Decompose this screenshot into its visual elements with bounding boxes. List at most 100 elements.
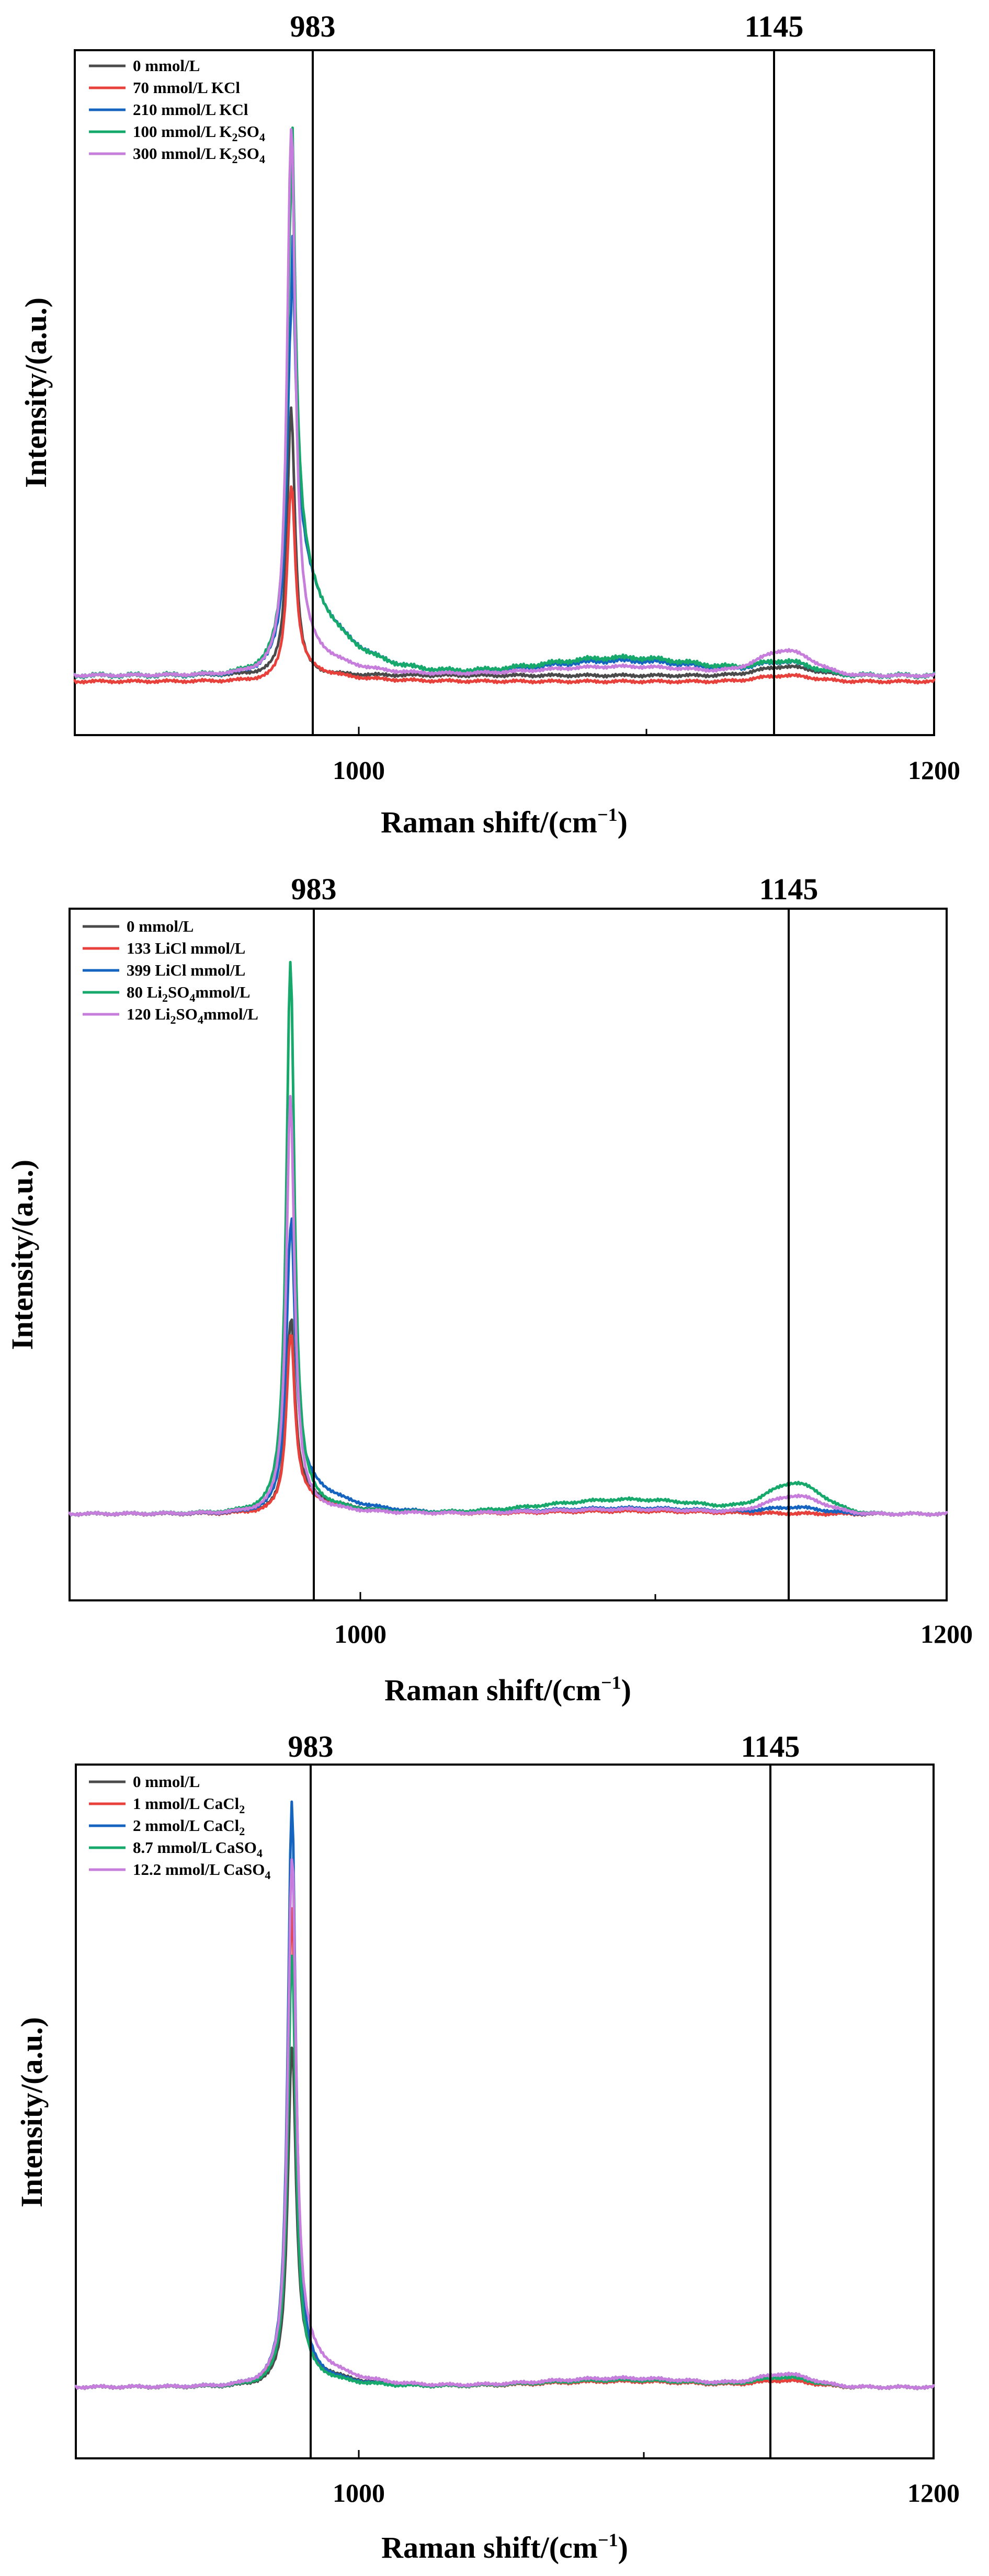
- series-line-1-2: [73, 485, 936, 685]
- legend-label-2-4: 80 Li2SO4mmol/L: [127, 983, 250, 1004]
- y-axis-title-2: Intensity/(a.u.): [5, 1160, 39, 1350]
- legend-label-part-1-4-1: 100 mmol/L K: [133, 122, 232, 141]
- legend-label-1-3: 210 mmol/L KCl: [133, 100, 248, 119]
- y-axis-title-3: Intensity/(a.u.): [15, 2017, 49, 2207]
- x-axis-title-3: Raman shift/(cm−1): [381, 2529, 628, 2564]
- x-tick-label-1200-2: 1200: [920, 1619, 973, 1648]
- x-axis-title-suffix-3: ): [618, 2531, 628, 2564]
- legend-label-part-2-5-5: mmol/L: [203, 1005, 258, 1023]
- reference-label-1145-1: 1145: [745, 9, 804, 43]
- legend-label-part-2-4-3: SO: [168, 983, 189, 1001]
- series-line-2-4: [68, 960, 948, 1517]
- legend-label-1-5: 300 mmol/L K2SO4: [133, 144, 265, 166]
- reference-label-1145-2: 1145: [759, 872, 819, 906]
- legend-label-1-1: 0 mmol/L: [133, 56, 200, 75]
- reference-label-983-3: 983: [288, 1730, 334, 1764]
- legend-label-part-3-2-1: 1 mmol/L CaCl: [133, 1794, 240, 1813]
- legend-label-part-2-5-1: 120 Li: [127, 1005, 170, 1023]
- series-group-3: [74, 1800, 935, 2390]
- y-axis-title-1: Intensity/(a.u.): [19, 297, 53, 488]
- x-axis-title-suffix-1: ): [618, 805, 628, 839]
- legend-label-3-5: 12.2 mmol/L CaSO4: [133, 1860, 270, 1882]
- x-axis-title-text-1: Raman shift/(cm: [381, 805, 597, 839]
- legend-label-part-2-5-2: 2: [170, 1013, 176, 1026]
- series-line-3-2: [74, 1907, 935, 2390]
- reference-label-983-1: 983: [290, 9, 336, 43]
- series-line-3-1: [74, 2046, 935, 2390]
- legend-label-part-2-5-3: SO: [176, 1005, 198, 1023]
- legend-label-part-3-1-1: 0 mmol/L: [133, 1772, 200, 1791]
- legend-label-part-2-3-1: 399 LiCl mmol/L: [127, 961, 245, 979]
- series-line-2-5: [68, 1095, 948, 1517]
- chart-panel-1: 983 1145 1000 1200 Raman shift/(cm−1) In…: [19, 9, 960, 839]
- legend-label-part-2-4-2: 2: [162, 991, 168, 1004]
- x-tick-label-1000-1: 1000: [333, 755, 385, 785]
- x-tick-label-1000-2: 1000: [334, 1619, 386, 1648]
- legend-label-3-3: 2 mmol/L CaCl2: [133, 1816, 245, 1838]
- legend-label-part-3-4-2: 4: [257, 1847, 263, 1860]
- series-group-2: [68, 960, 948, 1517]
- series-line-3-5: [74, 1858, 935, 2390]
- reference-label-1145-3: 1145: [741, 1730, 800, 1764]
- series-line-2-3: [68, 1217, 948, 1517]
- legend-label-2-5: 120 Li2SO4mmol/L: [127, 1005, 258, 1026]
- x-axis-title-2: Raman shift/(cm−1): [384, 1672, 631, 1707]
- plot-frame-2: [69, 908, 948, 1601]
- legend-label-2-2: 133 LiCl mmol/L: [127, 939, 245, 957]
- x-tick-label-1200-1: 1200: [908, 755, 960, 785]
- x-axis-title-text-3: Raman shift/(cm: [381, 2531, 598, 2564]
- legend-label-part-3-5-2: 4: [265, 1869, 270, 1882]
- plot-frame-3: [75, 1764, 935, 2459]
- legend-label-3-2: 1 mmol/L CaCl2: [133, 1794, 245, 1816]
- series-line-3-4: [74, 1954, 935, 2390]
- legend-label-3-4: 8.7 mmol/L CaSO4: [133, 1838, 263, 1860]
- x-axis-title-exponent-2: −1: [601, 1672, 621, 1693]
- legend-label-part-2-1-1: 0 mmol/L: [127, 917, 194, 935]
- legend-label-2-3: 399 LiCl mmol/L: [127, 961, 245, 979]
- legend-label-part-3-3-1: 2 mmol/L CaCl: [133, 1816, 240, 1835]
- legend-label-1-4: 100 mmol/L K2SO4: [133, 122, 265, 144]
- series-line-1-1: [73, 406, 936, 679]
- legend-2: 0 mmol/L 133 LiCl mmol/L 399 LiCl mmol/L 80…: [83, 917, 258, 1026]
- x-tick-label-1000-3: 1000: [333, 2478, 385, 2508]
- legend-label-1-2: 70 mmol/L KCl: [133, 78, 240, 97]
- legend-label-part-1-4-3: SO: [237, 122, 259, 141]
- plot-frame-1: [74, 49, 935, 736]
- legend-1: 0 mmol/L 70 mmol/L KCl 210 mmol/L KCl 100 m…: [89, 56, 265, 166]
- legend-label-part-1-3-1: 210 mmol/L KCl: [133, 100, 248, 119]
- legend-label-part-1-5-1: 300 mmol/L K: [133, 144, 232, 163]
- legend-label-part-1-5-2: 2: [232, 153, 237, 166]
- legend-label-part-1-4-2: 2: [232, 131, 237, 144]
- series-line-2-2: [68, 1334, 948, 1517]
- x-axis-title-text-2: Raman shift/(cm: [384, 1673, 601, 1707]
- series-group-1: [73, 126, 936, 685]
- legend-label-part-1-4-4: 4: [259, 131, 265, 144]
- series-line-2-1: [68, 1318, 948, 1517]
- x-axis-title-suffix-2: ): [621, 1673, 631, 1707]
- x-axis-title-1: Raman shift/(cm−1): [381, 804, 628, 839]
- legend-label-part-2-2-1: 133 LiCl mmol/L: [127, 939, 245, 957]
- legend-label-2-1: 0 mmol/L: [127, 917, 194, 935]
- series-line-1-4: [73, 126, 936, 680]
- legend-label-part-2-5-4: 4: [198, 1013, 203, 1026]
- x-tick-label-1200-3: 1200: [907, 2478, 960, 2508]
- chart-panel-2: 983 1145 1000 1200 Raman shift/(cm−1) In…: [5, 872, 973, 1707]
- legend-label-part-1-1-1: 0 mmol/L: [133, 56, 200, 75]
- legend-label-part-3-2-2: 2: [239, 1803, 245, 1816]
- legend-label-part-3-4-1: 8.7 mmol/L CaSO: [133, 1838, 257, 1857]
- series-line-1-3: [73, 234, 936, 680]
- legend-label-part-2-4-4: 4: [189, 991, 195, 1004]
- x-axis-title-exponent-3: −1: [598, 2529, 618, 2550]
- legend-label-part-3-5-1: 12.2 mmol/L CaSO: [133, 1860, 265, 1879]
- legend-label-part-3-3-2: 2: [239, 1825, 245, 1838]
- legend-label-3-1: 0 mmol/L: [133, 1772, 200, 1791]
- x-axis-title-exponent-1: −1: [597, 804, 618, 825]
- legend-label-part-1-5-4: 4: [259, 153, 265, 166]
- legend-label-part-1-5-3: SO: [237, 144, 259, 163]
- legend-label-part-1-2-1: 70 mmol/L KCl: [133, 78, 240, 97]
- chart-panel-3: 983 1145 1000 1200 Raman shift/(cm−1) In…: [15, 1730, 960, 2564]
- reference-label-983-2: 983: [291, 872, 337, 906]
- legend-label-part-2-4-5: mmol/L: [195, 983, 250, 1001]
